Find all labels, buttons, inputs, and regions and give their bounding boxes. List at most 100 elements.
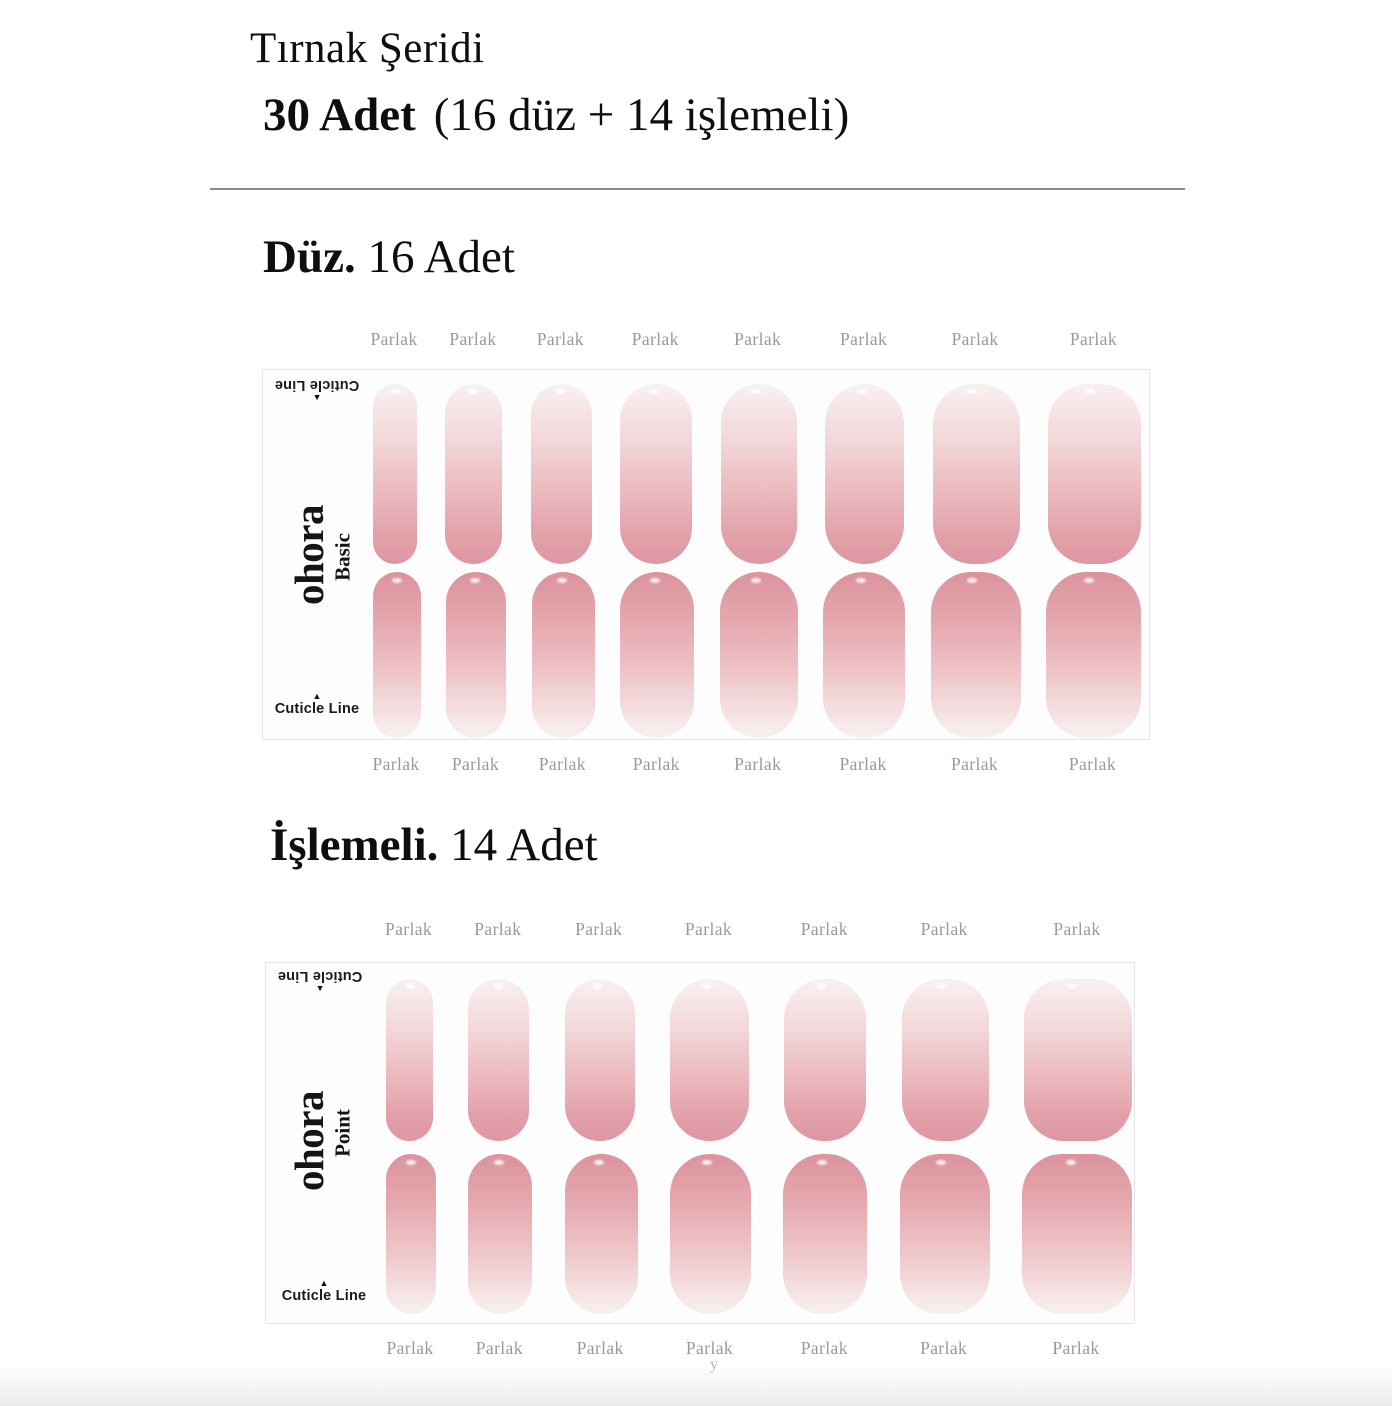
gel-nail-strip xyxy=(719,572,798,738)
gloss-label-cell: Parlak xyxy=(370,329,418,350)
gel-nail-strip xyxy=(825,384,905,564)
gloss-label: Parlak xyxy=(451,754,499,774)
nail-sheet-basic: ▲ Cuticle Line ohora Basic ▲ Cuticle Lin… xyxy=(262,369,1150,740)
gloss-label: Parlak xyxy=(800,919,848,939)
gel-nail-strip xyxy=(446,572,507,738)
triangle-up-icon: ▲ xyxy=(319,1278,329,1288)
gloss-label: Parlak xyxy=(734,754,782,774)
gel-nail-strip xyxy=(899,1154,990,1314)
triangle-up-icon: ▲ xyxy=(312,691,322,701)
gel-nail-strip xyxy=(720,384,797,564)
section-heading-rest: 16 Adet xyxy=(367,231,515,283)
gloss-label: Parlak xyxy=(575,919,623,939)
gloss-label: Parlak xyxy=(684,919,733,939)
cuticle-line-marker-top: ▲ Cuticle Line xyxy=(272,968,368,994)
gel-nail-strip xyxy=(386,979,433,1141)
cuticle-line-label: Cuticle Line xyxy=(277,968,363,984)
gloss-label: Parlak xyxy=(951,329,999,349)
gloss-label: Parlak xyxy=(449,329,497,349)
gloss-label: Parlak xyxy=(685,1338,734,1358)
gloss-label: Parlak xyxy=(800,1338,848,1358)
gloss-label-cell: Parlak xyxy=(530,329,591,350)
gloss-label-cell: Parlak xyxy=(467,919,528,940)
gloss-label: Parlak xyxy=(631,329,679,349)
gloss-label-cell: Parlak xyxy=(669,919,748,940)
gel-nail-strip xyxy=(620,384,693,564)
bottom-shadow-fade xyxy=(0,1364,1392,1406)
nail-grid xyxy=(373,384,1141,738)
gloss-label-cell: Parlak xyxy=(564,1338,637,1359)
gloss-label-cell: Parlak xyxy=(385,1338,435,1359)
gloss-label-cell: Parlak xyxy=(531,754,594,775)
gloss-label-cell: Parlak xyxy=(720,329,796,350)
gloss-label: Parlak xyxy=(386,1338,434,1358)
gloss-label-cell: Parlak xyxy=(824,329,903,350)
gel-nail-strip xyxy=(783,1154,868,1314)
gloss-label-cell: Parlak xyxy=(1023,919,1131,940)
gloss-label: Parlak xyxy=(372,754,420,774)
triangle-up-icon: ▲ xyxy=(315,984,325,994)
triangle-up-icon: ▲ xyxy=(312,393,322,403)
section-heading-plain: Düz. 16 Adet xyxy=(263,230,515,284)
gel-nail-strip xyxy=(669,1154,751,1314)
gloss-label: Parlak xyxy=(474,919,522,939)
gloss-label-cell: Parlak xyxy=(901,919,988,940)
gloss-label: Parlak xyxy=(576,1338,624,1358)
gloss-label-cell: Parlak xyxy=(899,1338,989,1359)
nail-row-top xyxy=(373,384,1141,564)
cuticle-line-label: Cuticle Line xyxy=(274,701,360,717)
nail-sheet-point: ▲ Cuticle Line ohora Point ▲ Cuticle Lin… xyxy=(265,962,1135,1324)
cuticle-line-marker-bottom: ▲ Cuticle Line xyxy=(276,1278,372,1305)
brand-logo: ohora xyxy=(286,1091,332,1191)
gloss-label: Parlak xyxy=(536,329,584,349)
gel-nail-strip xyxy=(1045,572,1141,738)
gloss-label-cell: Parlak xyxy=(930,754,1020,775)
gel-nail-strip xyxy=(468,979,530,1141)
nail-row-bottom xyxy=(386,1154,1132,1314)
gloss-label: Parlak xyxy=(370,329,418,349)
gloss-label: Parlak xyxy=(1069,329,1117,349)
gloss-label-cell: Parlak xyxy=(372,754,420,775)
series-name: Basic xyxy=(330,533,355,581)
gloss-label-cell: Parlak xyxy=(564,919,634,940)
gloss-label-cell: Parlak xyxy=(445,754,505,775)
gloss-label: Parlak xyxy=(920,919,968,939)
gloss-label-cell: Parlak xyxy=(385,919,432,940)
gloss-label-cell: Parlak xyxy=(467,1338,531,1359)
gloss-label: Parlak xyxy=(839,754,887,774)
gel-nail-strip xyxy=(445,384,503,564)
gel-nail-strip xyxy=(468,1154,533,1314)
gloss-label-cell: Parlak xyxy=(444,329,501,350)
gel-nail-strip xyxy=(784,979,867,1141)
gel-nail-strip xyxy=(620,572,695,738)
gloss-label-row: Parlak Parlak Parlak Parlak Parlak Parlak Parl… xyxy=(385,1338,1131,1359)
piece-count-line: 30 Adet (16 düz + 14 işlemeli) xyxy=(263,88,849,142)
count-breakdown: (16 düz + 14 işlemeli) xyxy=(433,89,850,141)
section-heading-bold: İşlemeli. xyxy=(270,819,439,871)
cuticle-line-label: Cuticle Line xyxy=(281,1288,367,1304)
gel-nail-strip xyxy=(373,572,421,738)
gloss-label: Parlak xyxy=(384,919,433,939)
gel-nail-strip xyxy=(530,384,592,564)
nail-row-top xyxy=(386,979,1132,1141)
gel-nail-strip xyxy=(932,384,1020,564)
gel-nail-strip xyxy=(564,979,635,1141)
gloss-label: Parlak xyxy=(920,1338,968,1358)
section-heading-bold: Düz. xyxy=(263,231,356,283)
gel-nail-strip xyxy=(1021,1154,1132,1314)
section-heading-embellished: İşlemeli. 14 Adet xyxy=(270,818,598,872)
gel-nail-strip xyxy=(823,572,906,738)
gel-nail-strip xyxy=(531,572,595,738)
gel-nail-strip xyxy=(930,572,1021,738)
gel-nail-strip xyxy=(373,384,417,564)
gloss-label: Parlak xyxy=(538,754,586,774)
gloss-label-row: Parlak Parlak Parlak Parlak Parlak Parlak Parl… xyxy=(370,329,1140,350)
total-count: 30 Adet xyxy=(263,89,416,141)
nail-row-bottom xyxy=(373,572,1141,738)
gloss-label-row: Parlak Parlak Parlak Parlak Parlak Parlak Parl… xyxy=(372,754,1140,775)
section-heading-rest: 14 Adet xyxy=(450,819,598,871)
brand-logo: ohora xyxy=(286,505,332,605)
page-title: Tırnak Şeridi xyxy=(250,25,485,72)
gloss-label-cell: Parlak xyxy=(783,919,865,940)
